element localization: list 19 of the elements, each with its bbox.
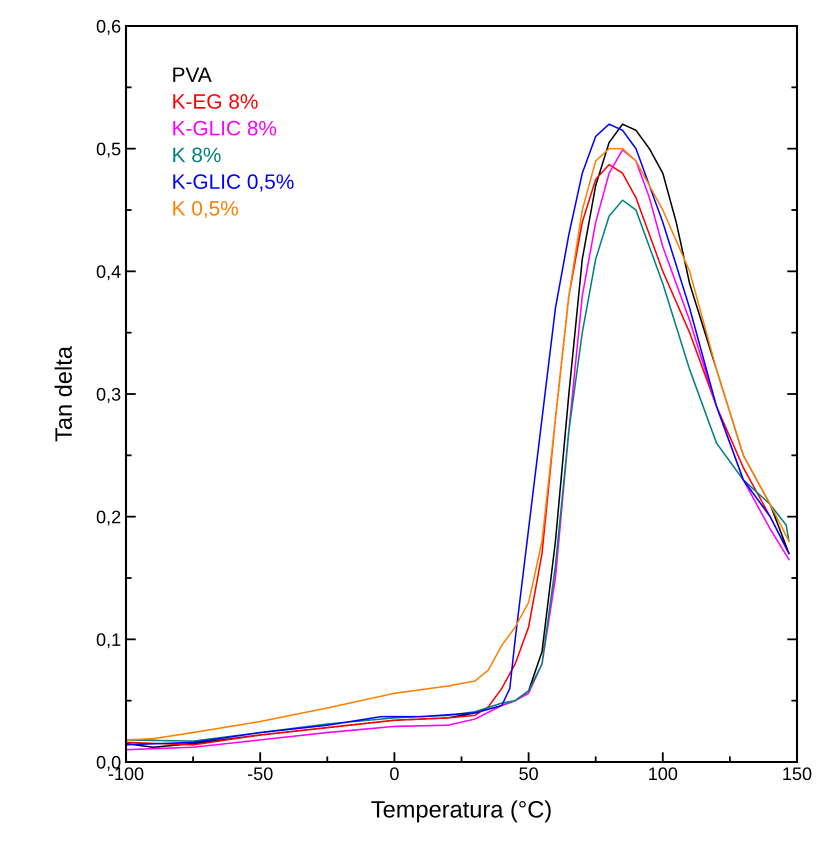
text: PVA [173, 68, 212, 82]
x-tick-label: 150 [783, 767, 812, 780]
x-axis-title: Temperatura (°C) [371, 800, 551, 822]
x-tick-label: 0 [390, 767, 399, 780]
text: K 0,5% [173, 200, 238, 218]
text: K-GLIC 8% [173, 120, 276, 136]
text: K-GLIC 0,5% [173, 174, 294, 192]
y-tick-label: 0,1 [96, 633, 120, 648]
y-tick-label: 0,3 [96, 388, 120, 403]
y-tick-label: 0,5 [96, 142, 120, 158]
y-tick-label: 0,4 [96, 265, 121, 280]
x-tick-label: 50 [519, 767, 538, 780]
y-tick-label: 0,6 [96, 20, 120, 35]
text: K 8% [173, 148, 221, 162]
text: K-EG 8% [173, 94, 258, 109]
x-tick-label: -50 [248, 767, 273, 780]
y-axis-title: Tan delta [54, 346, 72, 442]
y-tick-label: 0,2 [96, 510, 120, 526]
x-tick-label: 100 [649, 767, 678, 780]
